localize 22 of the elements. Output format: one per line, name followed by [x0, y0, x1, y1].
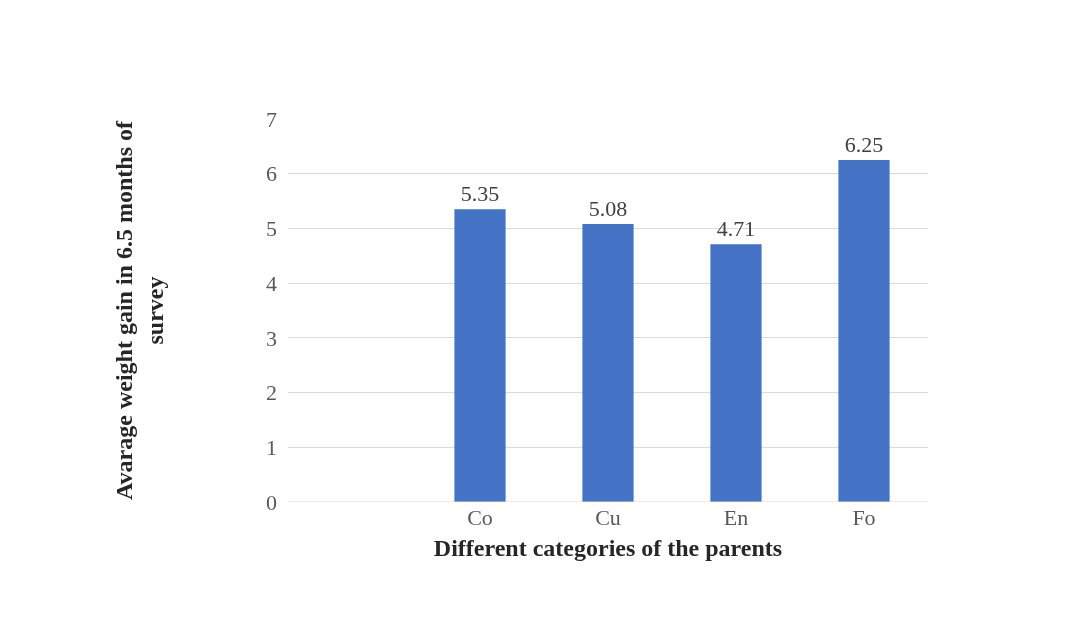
x-tick-label: En: [723, 505, 749, 530]
y-tick-label: 4: [266, 270, 277, 296]
bar: [710, 244, 762, 502]
x-axis-title: Different categories of the parents: [433, 535, 783, 562]
data-label: 5.08: [588, 196, 628, 222]
y-tick-label: 1: [266, 434, 277, 460]
x-tick-label: Co: [467, 505, 493, 530]
y-tick-label: 2: [266, 380, 277, 406]
bar: [838, 160, 890, 502]
data-label: 4.71: [716, 216, 756, 242]
y-tick-label: 6: [266, 161, 277, 187]
x-tick-label: Cu: [595, 505, 621, 530]
bar: [454, 209, 506, 502]
data-label: 6.25: [844, 132, 884, 158]
y-tick-label: 7: [266, 106, 277, 132]
x-tick-label: Fo: [852, 505, 876, 530]
bar: [582, 224, 634, 502]
y-tick-label: 5: [266, 216, 277, 242]
data-label: 5.35: [460, 181, 500, 207]
y-tick-label: 3: [266, 325, 277, 351]
y-tick-label: 0: [266, 489, 277, 515]
y-axis-title: Avarage weight gain in 6.5 months of survey: [110, 120, 169, 500]
